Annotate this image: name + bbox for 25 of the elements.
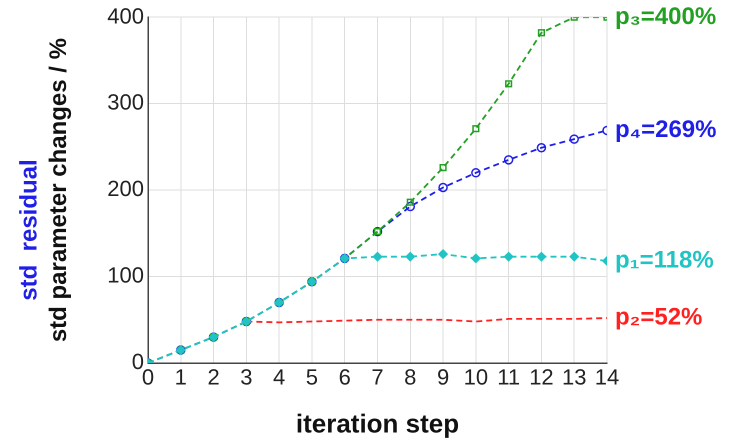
x-tick-label: 6 [338, 364, 351, 390]
x-tick-label: 5 [306, 364, 318, 390]
x-tick-label: 7 [371, 364, 384, 390]
y-axis-title: std parameter changes / % [45, 38, 72, 342]
x-tick-label: 1 [174, 364, 187, 390]
x-tick-label: 11 [497, 364, 520, 390]
y-tick-label: 300 [107, 90, 144, 115]
series-label: p₂=52% [615, 304, 702, 331]
x-tick-label: 9 [436, 364, 450, 390]
x-tick-label: 10 [464, 364, 488, 390]
y-tick-label: 100 [107, 262, 144, 288]
x-tick-label: 4 [273, 364, 286, 390]
x-tick-label: 14 [594, 364, 620, 390]
series-label: p₄=269% [615, 116, 716, 144]
y-tick-label: 400 [107, 3, 144, 28]
series-label: p₃=400% [615, 2, 716, 30]
x-tick-label: 8 [404, 364, 416, 390]
text: std residual [16, 159, 43, 301]
x-tick-label: 2 [207, 364, 220, 390]
series-label: p₁=118% [615, 246, 714, 274]
x-tick-label: 13 [562, 364, 586, 390]
y-tick-label: 200 [107, 176, 144, 202]
x-axis-title: iteration step [296, 408, 460, 439]
x-tick-label: 12 [529, 364, 554, 390]
x-tick-label: 3 [240, 364, 252, 390]
